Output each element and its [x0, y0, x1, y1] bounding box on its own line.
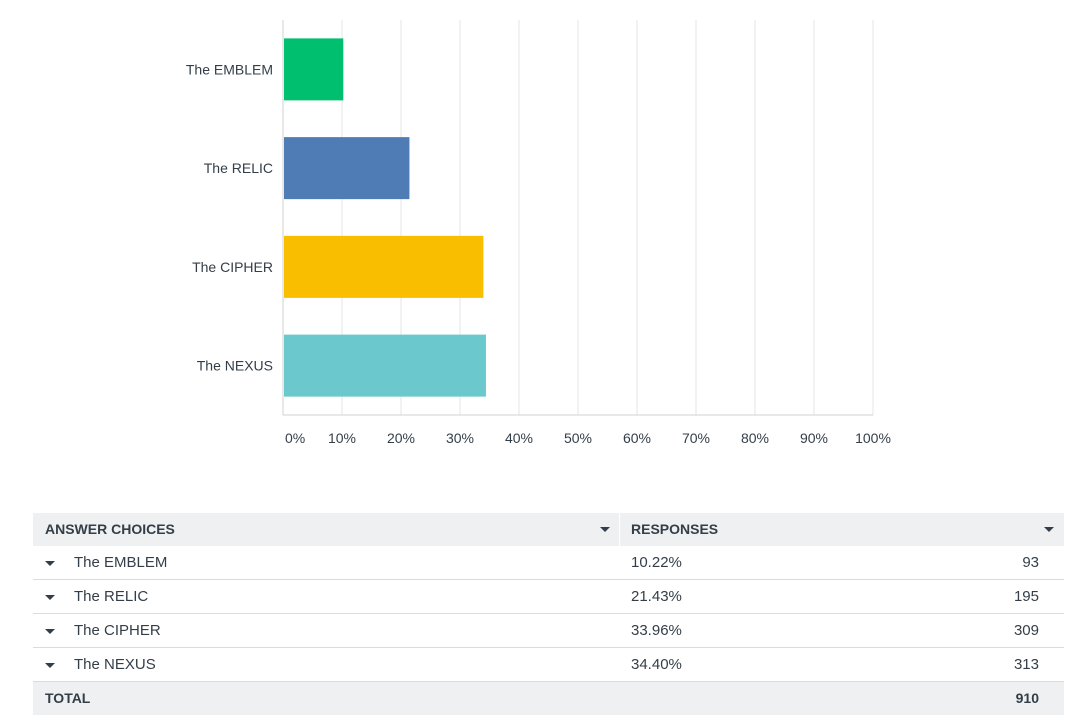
x-tick-label: 20%: [387, 430, 415, 446]
row-choice: The NEXUS: [74, 656, 156, 673]
header-responses[interactable]: RESPONSES: [631, 521, 719, 537]
table-total-row: TOTAL 910: [33, 682, 1064, 715]
row-percent: 34.40%: [631, 656, 682, 673]
table-header: ANSWER CHOICES RESPONSES: [33, 513, 1064, 546]
x-tick-label: 100%: [855, 430, 891, 446]
total-count: 910: [1015, 690, 1039, 706]
expand-caret-icon[interactable]: [45, 663, 55, 668]
row-choice: The EMBLEM: [74, 554, 168, 571]
x-tick-label: 80%: [741, 430, 769, 446]
row-percent: 33.96%: [631, 622, 682, 639]
row-count: 313: [1013, 656, 1039, 673]
x-tick-label: 30%: [446, 430, 474, 446]
table-row: The RELIC 21.43% 195: [33, 580, 1064, 614]
row-choice: The RELIC: [74, 588, 149, 605]
header-divider: [619, 513, 620, 546]
bar[interactable]: [284, 235, 484, 298]
x-tick-label: 70%: [682, 430, 710, 446]
bar[interactable]: [284, 38, 344, 101]
x-tick-label: 10%: [328, 430, 356, 446]
row-count: 93: [1022, 554, 1039, 571]
category-label: The EMBLEM: [186, 61, 273, 77]
header-answer-choices[interactable]: ANSWER CHOICES: [45, 521, 175, 537]
x-tick-labels: 0% 10% 20% 30% 40% 50% 60% 70% 80% 90% 100%: [285, 430, 891, 446]
expand-caret-icon[interactable]: [45, 595, 55, 600]
category-label: The NEXUS: [197, 358, 273, 374]
row-percent: 10.22%: [631, 554, 682, 571]
total-label: TOTAL: [45, 690, 91, 706]
row-count: 309: [1013, 622, 1039, 639]
category-labels: The EMBLEM The RELIC The CIPHER The NEXUS: [186, 61, 273, 373]
row-percent: 21.43%: [631, 588, 682, 605]
gridlines: [282, 20, 874, 416]
responses-table: ANSWER CHOICES RESPONSES The EMBLEM 10.2…: [33, 513, 1064, 715]
table-row: The NEXUS 34.40% 313: [33, 648, 1064, 682]
expand-caret-icon[interactable]: [45, 629, 55, 634]
bar[interactable]: [284, 137, 410, 200]
x-tick-label: 60%: [623, 430, 651, 446]
bar-chart: The EMBLEM The RELIC The CIPHER The NEXUS 0…: [186, 20, 891, 446]
expand-caret-icon[interactable]: [45, 561, 55, 566]
x-tick-label: 0%: [285, 430, 305, 446]
table-row: The EMBLEM 10.22% 93: [33, 546, 1064, 580]
sort-caret-icon[interactable]: [1044, 527, 1054, 532]
sort-caret-icon[interactable]: [600, 527, 610, 532]
x-tick-label: 90%: [800, 430, 828, 446]
table-row: The CIPHER 33.96% 309: [33, 614, 1064, 648]
x-tick-label: 40%: [505, 430, 533, 446]
row-count: 195: [1013, 588, 1039, 605]
bars: [284, 38, 486, 397]
category-label: The RELIC: [204, 160, 273, 176]
bar[interactable]: [284, 334, 486, 397]
category-label: The CIPHER: [192, 259, 273, 275]
x-tick-label: 50%: [564, 430, 592, 446]
row-choice: The CIPHER: [74, 622, 161, 639]
